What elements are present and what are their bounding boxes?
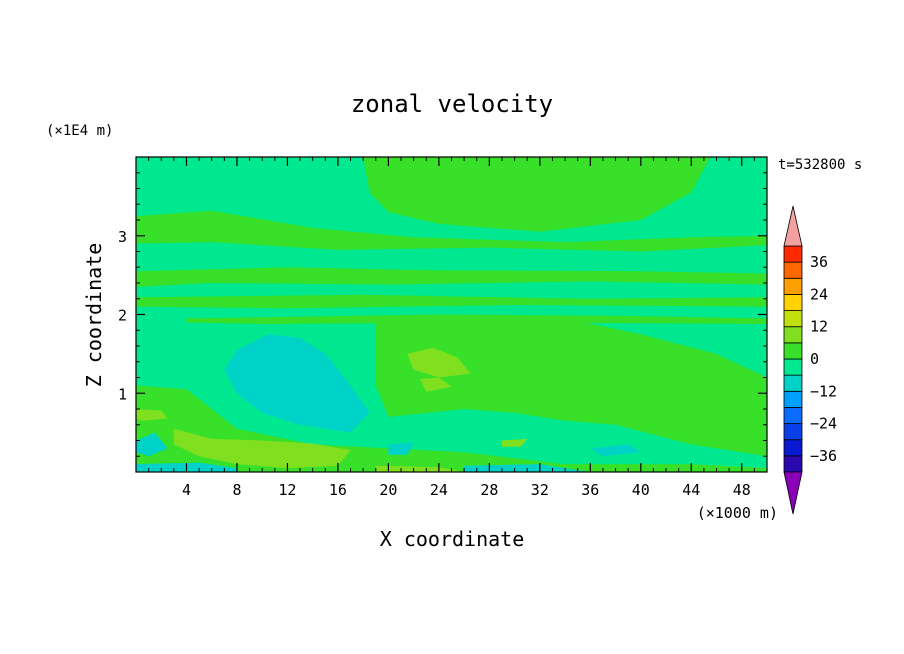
y-tick-label: 3 — [118, 228, 127, 246]
contour-field — [136, 157, 767, 472]
colorbar-swatch — [783, 455, 803, 473]
contour-region — [363, 157, 711, 232]
colorbar-swatch — [783, 439, 803, 457]
x-tick-label: 28 — [480, 481, 498, 499]
colorbar-swatch — [783, 423, 803, 441]
contour-region — [388, 442, 414, 455]
x-tick-label: 40 — [632, 481, 650, 499]
x-axis: 4 8 12 16 20 24 28 32 36 40 44 48 — [148, 157, 755, 499]
contour-region — [173, 428, 351, 469]
x-axis-label: X coordinate — [380, 527, 525, 551]
x-tick-label: 44 — [682, 481, 700, 499]
colorbar-swatch — [783, 245, 803, 263]
x-tick-label: 8 — [232, 481, 241, 499]
colorbar: 36 24 12 0 −12 −24 −36 — [783, 205, 837, 515]
colorbar-swatch — [783, 326, 803, 344]
contour-region — [136, 294, 767, 309]
chart-title: zonal velocity — [351, 90, 553, 118]
time-label: t=532800 s — [778, 157, 862, 173]
colorbar-over-arrow — [783, 205, 803, 247]
colorbar-tick-label: 12 — [810, 318, 828, 336]
contour-region — [590, 444, 641, 457]
x-tick-label: 4 — [182, 481, 191, 499]
contour-region — [136, 432, 168, 457]
colorbar-swatch — [783, 310, 803, 328]
x-tick-label: 32 — [531, 481, 549, 499]
x-tick-label: 12 — [278, 481, 296, 499]
x-tick-label: 48 — [733, 481, 751, 499]
y-axis-label: Z coordinate — [82, 243, 106, 388]
colorbar-swatch — [783, 294, 803, 311]
contour-region — [375, 318, 767, 457]
colorbar-tick-label: 0 — [810, 350, 819, 368]
x-tick-label: 24 — [430, 481, 448, 499]
y-tick-label: 1 — [118, 385, 127, 403]
colorbar-tick-label: −36 — [810, 447, 837, 465]
colorbar-swatch — [783, 358, 803, 376]
contour-region — [407, 347, 471, 378]
colorbar-swatch — [783, 390, 803, 408]
colorbar-swatch — [783, 407, 803, 424]
x-tick-label: 36 — [581, 481, 599, 499]
contour-region — [502, 438, 528, 447]
contour-region — [136, 267, 767, 287]
colorbar-under-arrow — [783, 471, 803, 515]
colorbar-tick-label: 24 — [810, 285, 828, 303]
x-tick-label: 16 — [329, 481, 347, 499]
colorbar-swatch — [783, 261, 803, 279]
colorbar-tick-label: −12 — [810, 382, 837, 400]
x-tick-label: 20 — [379, 481, 397, 499]
x-unit-label: (×1000 m) — [697, 504, 778, 522]
colorbar-swatch — [783, 374, 803, 392]
colorbar-swatch — [783, 342, 803, 360]
contour-region — [186, 314, 767, 324]
contour-region — [419, 377, 452, 392]
colorbar-tick-label: −24 — [810, 415, 837, 433]
y-unit-label: (×1E4 m) — [46, 123, 113, 139]
colorbar-swatch — [783, 277, 803, 295]
y-axis: 1 2 3 — [118, 172, 767, 457]
contour-region — [224, 334, 370, 433]
contour-region — [136, 409, 168, 421]
y-tick-label: 2 — [118, 307, 127, 325]
contour-region — [136, 210, 767, 252]
colorbar-tick-label: 36 — [810, 253, 828, 271]
contour-region — [375, 465, 465, 472]
